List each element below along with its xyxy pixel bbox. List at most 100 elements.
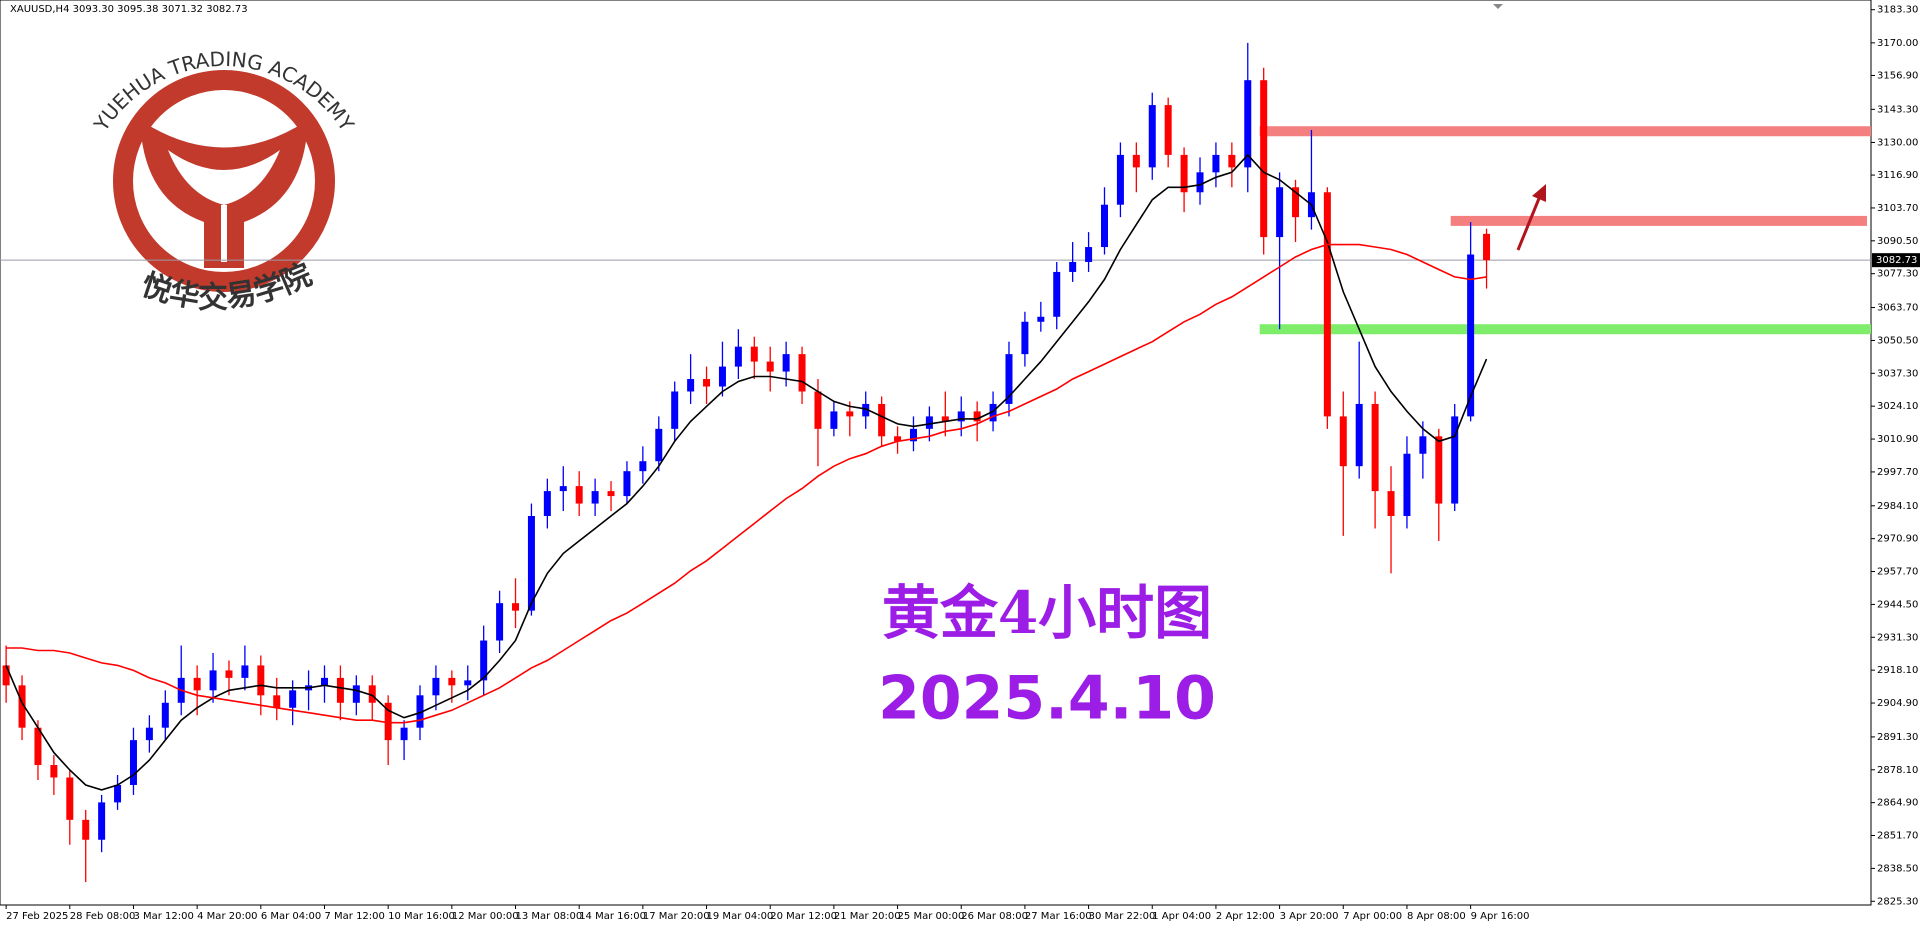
candle-body <box>1483 233 1491 261</box>
y-tick-label: 3037.30 <box>1877 368 1918 379</box>
candle-body <box>1355 403 1363 467</box>
candle-body <box>384 702 392 741</box>
candle-body <box>1180 154 1188 193</box>
candle-body <box>50 765 58 778</box>
candle-body <box>1228 154 1236 168</box>
candle-body <box>1244 80 1252 168</box>
candle-body <box>18 685 26 728</box>
candle-body <box>161 702 169 728</box>
x-tick-label: 14 Mar 16:00 <box>579 911 646 922</box>
y-tick-label: 3024.10 <box>1877 401 1918 412</box>
x-tick-label: 3 Mar 12:00 <box>133 911 193 922</box>
x-tick-label: 17 Mar 20:00 <box>643 911 710 922</box>
candle-body <box>718 366 726 387</box>
candle-body <box>1069 261 1077 272</box>
candle-body <box>129 740 137 785</box>
candle-body <box>1148 105 1156 168</box>
candle-body <box>2 665 10 686</box>
candle-body <box>703 379 711 387</box>
x-tick-label: 6 Mar 04:00 <box>261 911 321 922</box>
candle-body <box>1100 204 1108 248</box>
candle-body <box>766 361 774 372</box>
candle-body <box>34 727 42 766</box>
candle-body <box>1085 247 1093 262</box>
y-tick-label: 3090.50 <box>1877 236 1918 247</box>
y-tick-label: 3077.30 <box>1877 269 1918 280</box>
candle-body <box>1260 80 1268 238</box>
candle-body <box>1132 154 1140 168</box>
x-tick-label: 26 Mar 08:00 <box>961 911 1028 922</box>
x-tick-label: 7 Mar 12:00 <box>324 911 384 922</box>
last-price-box <box>1872 253 1920 268</box>
candle-body <box>1196 172 1204 193</box>
candle-body <box>400 727 408 741</box>
y-tick-label: 2891.30 <box>1877 732 1918 743</box>
x-tick-label: 25 Mar 00:00 <box>898 911 965 922</box>
y-tick-label: 2878.10 <box>1877 765 1918 776</box>
x-tick-label: 9 Apr 16:00 <box>1471 911 1530 922</box>
candle-body <box>66 777 74 820</box>
chart-header: XAUUSD,H4 3093.30 3095.38 3071.32 3082.7… <box>10 4 248 15</box>
x-tick-label: 30 Mar 22:00 <box>1089 911 1156 922</box>
candle-body <box>512 603 520 611</box>
candle-body <box>1276 187 1284 238</box>
candle-body <box>1005 354 1013 404</box>
candle-body <box>1467 254 1475 417</box>
candle-body <box>82 819 90 840</box>
logo-ring <box>113 70 335 292</box>
candle-body <box>145 727 153 741</box>
candle-body <box>671 391 679 429</box>
candle-body <box>830 411 838 429</box>
candle-body <box>98 802 106 840</box>
candle-body <box>1387 491 1395 517</box>
y-tick-label: 2851.70 <box>1877 831 1918 842</box>
candle-body <box>241 665 249 678</box>
candle-body <box>623 471 631 497</box>
candle-body <box>1403 453 1411 517</box>
candle-body <box>846 411 854 417</box>
y-tick-label: 2997.70 <box>1877 467 1918 478</box>
y-tick-label: 3063.70 <box>1877 303 1918 314</box>
candle-body <box>687 379 695 392</box>
y-tick-label: 2931.30 <box>1877 632 1918 643</box>
candle-body <box>607 491 615 497</box>
last-price-label: 3082.73 <box>1876 255 1917 266</box>
y-tick-label: 3010.90 <box>1877 434 1918 445</box>
candle-body <box>575 486 583 504</box>
candle-body <box>1419 436 1427 454</box>
y-tick-label: 3170.00 <box>1877 38 1918 49</box>
moving-average <box>5 153 1488 791</box>
candle-body <box>782 354 790 372</box>
x-tick-label: 27 Feb 2025 <box>6 911 68 922</box>
y-tick-label: 3130.00 <box>1877 137 1918 148</box>
y-tick-label: 2864.90 <box>1877 798 1918 809</box>
x-tick-label: 2 Apr 12:00 <box>1216 911 1275 922</box>
candle-body <box>448 677 456 686</box>
candle-body <box>193 677 201 691</box>
candle-body <box>225 670 233 678</box>
candle-body <box>878 403 886 437</box>
x-tick-label: 7 Apr 00:00 <box>1343 911 1402 922</box>
candle-body <box>814 391 822 429</box>
candle-body <box>289 690 297 708</box>
candle-body <box>1435 436 1443 504</box>
candle-body <box>352 685 360 703</box>
x-tick-label: 21 Mar 20:00 <box>834 911 901 922</box>
candle-body <box>894 436 902 442</box>
y-tick-label: 3050.50 <box>1877 335 1918 346</box>
candle-body <box>527 516 535 611</box>
y-tick-label: 3156.90 <box>1877 70 1918 81</box>
x-tick-label: 1 Apr 04:00 <box>1152 911 1211 922</box>
candle-body <box>925 416 933 429</box>
candle-body <box>559 486 567 492</box>
shift-marker <box>1493 4 1503 9</box>
y-tick-label: 2944.50 <box>1877 599 1918 610</box>
candle-body <box>336 677 344 703</box>
candle-body <box>750 346 758 362</box>
x-tick-label: 27 Mar 16:00 <box>1025 911 1092 922</box>
x-tick-label: 13 Mar 08:00 <box>516 911 583 922</box>
candle-body <box>909 428 917 442</box>
